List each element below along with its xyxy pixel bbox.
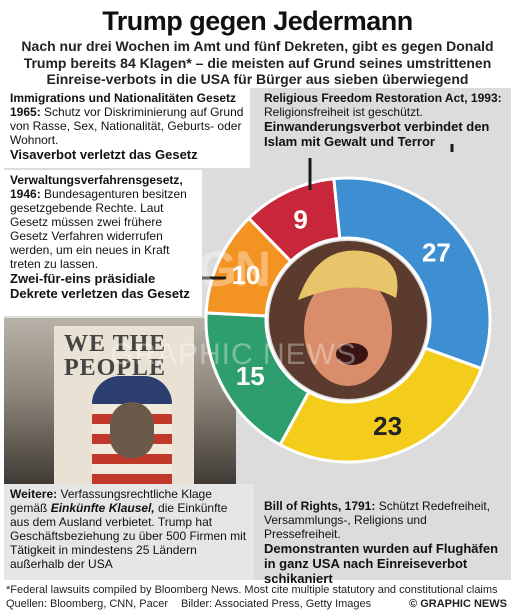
stars-band-illustration [92, 376, 172, 404]
slice-label-further: 23 [373, 411, 402, 441]
bill-of-rights-head: Bill of Rights, 1791: [264, 499, 376, 513]
administrative-procedure-head: Verwaltungsverfahrensgesetz, 1946: [10, 173, 183, 201]
footnote: *Federal lawsuits compiled by Bloomberg … [6, 584, 498, 596]
slice-rights [332, 176, 492, 371]
religious-freedom-box: Religious Freedom Restoration Act, 1993:… [258, 88, 508, 154]
slice-further [278, 346, 484, 464]
credits: Quellen: Bloomberg, CNN, Pacer Bilder: A… [6, 598, 511, 611]
further-claims-body-1: Verfassungsrechtliche Klage gemäß [10, 487, 212, 515]
religious-freedom-body: Religionsfreiheit ist geschützt. [264, 105, 423, 119]
further-claims-head: Weitere: [10, 487, 58, 501]
pictures-credit: Bilder: Associated Press, Getty Images [181, 598, 372, 610]
lawsuit-donut-chart: 9 27 23 15 10 [198, 144, 498, 470]
portrait-face [304, 274, 392, 386]
immigration-act-body: Schutz vor Diskriminierung auf Grund von… [10, 105, 244, 147]
emoluments-clause: Einkünfte Klausel, [50, 501, 155, 515]
slice-label-immigration: 10 [231, 260, 260, 290]
slice-label-admin: 15 [236, 361, 265, 391]
protest-photo: WE THE PEOPLE [4, 318, 236, 484]
religious-freedom-verdict: Einwanderungsverbot verbindet den Islam … [264, 119, 490, 149]
portrait-mouth [336, 343, 368, 365]
religious-freedom-head: Religious Freedom Restoration Act, 1993: [264, 91, 502, 105]
administrative-procedure-body: Bundesagenturen besitzen gesetzgebende R… [10, 187, 187, 271]
slice-label-rights: 27 [422, 237, 451, 267]
sources-credit: Quellen: Bloomberg, CNN, Pacer [6, 598, 169, 610]
bill-of-rights-box: Bill of Rights, 1791: Schützt Redefreihe… [258, 496, 508, 586]
portrait-hair [298, 250, 398, 300]
immigration-act-verdict: Visaverbot verletzt das Gesetz [10, 147, 198, 162]
further-claims-box: Weitere: Verfassungsrechtliche Klage gem… [4, 484, 254, 580]
face-illustration [110, 402, 154, 458]
bill-of-rights-body: Schützt Redefreiheit, Versammlungs-, Rel… [264, 499, 491, 541]
watermark-word: GRAPHIC NEWS [110, 338, 358, 371]
further-claims-body-2: die Einkünfte aus dem Ausland verbietet.… [10, 501, 247, 571]
brand-credit: © GRAPHIC NEWS [409, 598, 507, 610]
watermark-mark: GN [198, 241, 271, 297]
slice-immigration [204, 216, 293, 318]
slice-label-religious: 9 [293, 204, 307, 234]
donut-svg: 9 27 23 15 10 [200, 144, 492, 464]
administrative-procedure-verdict: Zwei-für-eins präsidiale Dekrete verletz… [10, 271, 190, 301]
immigration-act-box: Immigrations und Nationalitäten Gesetz 1… [4, 88, 250, 168]
page-title: Trump gegen Jedermann [102, 6, 413, 36]
administrative-procedure-box: Verwaltungsverfahrensgesetz, 1946: Bunde… [4, 170, 202, 316]
bill-of-rights-verdict: Demonstranten wurden auf Flughäfen in ga… [264, 541, 499, 586]
immigration-act-head: Immigrations und Nationalitäten Gesetz 1… [10, 91, 237, 119]
